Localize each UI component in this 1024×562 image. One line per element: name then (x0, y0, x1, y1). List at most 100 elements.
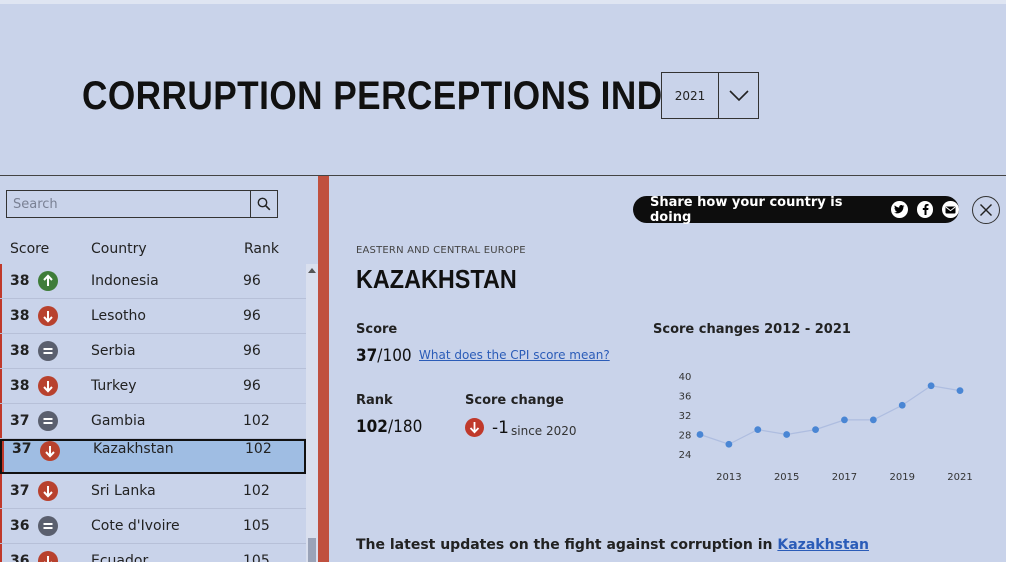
score-label: Score (356, 322, 398, 337)
table-row[interactable]: 38 Turkey 96 (0, 369, 306, 404)
share-label: Share how your country is doing (650, 194, 843, 225)
row-rank: 96 (243, 378, 261, 394)
latest-updates-text: The latest updates on the fight against … (356, 537, 869, 553)
row-score: 36 (10, 553, 30, 562)
data-point[interactable] (696, 431, 704, 438)
share-bar: Share how your country is doing (633, 194, 959, 225)
row-score: 38 (10, 343, 30, 359)
row-country: Serbia (91, 343, 136, 359)
scroll-up-arrow[interactable] (308, 268, 316, 273)
table-row[interactable]: 37 Kazakhstan 102 (0, 439, 306, 474)
country-list-panel: Score Country Rank 38 Indonesia 96 38 Lesoth… (0, 176, 318, 562)
country-title: KAZAKHSTAN (356, 264, 517, 294)
close-button[interactable] (972, 196, 1000, 224)
equal-icon (38, 516, 58, 536)
search-input[interactable] (7, 191, 250, 217)
year-select-value: 2021 (662, 73, 719, 118)
data-point[interactable] (927, 382, 935, 390)
cpi-score-info-link[interactable]: What does the CPI score mean? (419, 348, 610, 362)
close-icon (980, 204, 992, 216)
latest-updates-country-link[interactable]: Kazakhstan (777, 537, 869, 553)
search-icon (257, 197, 271, 211)
row-rank: 96 (243, 308, 261, 324)
row-country: Lesotho (91, 308, 146, 324)
x-tick-label: 2019 (889, 472, 914, 483)
rank-label: Rank (356, 393, 393, 408)
score-change-label: Score change (465, 393, 564, 408)
score-value: 37/100 (356, 346, 412, 366)
column-header-score[interactable]: Score (10, 241, 50, 257)
column-header-rank[interactable]: Rank (244, 241, 279, 257)
page-title: CORRUPTION PERCEPTIONS INDEX (82, 74, 711, 118)
email-icon[interactable] (942, 201, 959, 218)
latest-updates-label: The latest updates on the fight against … (356, 537, 778, 553)
arrow-down-icon (38, 376, 58, 396)
row-country: Turkey (91, 378, 137, 394)
arrow-down-icon (38, 306, 58, 326)
row-rank: 105 (243, 518, 270, 534)
row-score: 37 (10, 483, 30, 499)
row-country: Cote d'Ivoire (91, 518, 180, 534)
data-point[interactable] (783, 431, 791, 438)
twitter-icon[interactable] (891, 201, 908, 218)
country-table: 38 Indonesia 96 38 Lesotho 96 38 Serbia 96 38 Turk… (0, 264, 306, 562)
equal-icon (38, 341, 58, 361)
y-tick-label: 28 (679, 431, 692, 442)
row-rank: 105 (243, 553, 270, 562)
row-score: 36 (10, 518, 30, 534)
data-point[interactable] (956, 387, 964, 395)
row-country: Gambia (91, 413, 146, 429)
facebook-icon[interactable] (916, 201, 934, 218)
row-rank: 102 (243, 483, 270, 499)
row-country: Kazakhstan (93, 441, 174, 457)
data-point[interactable] (812, 426, 819, 434)
table-row[interactable]: 37 Gambia 102 (0, 404, 306, 439)
window-edge (1006, 0, 1024, 562)
data-point[interactable] (898, 401, 906, 409)
series-line (699, 385, 961, 445)
data-point[interactable] (754, 426, 762, 434)
row-rank: 96 (243, 343, 261, 359)
row-country: Sri Lanka (91, 483, 156, 499)
row-rank: 102 (243, 413, 270, 429)
header-divider (0, 175, 1006, 176)
score-number: 37 (356, 346, 378, 366)
header: CORRUPTION PERCEPTIONS INDEX 2021 (0, 4, 1006, 176)
accent-divider (318, 176, 329, 562)
score-max: /100 (377, 346, 412, 366)
scroll-thumb[interactable] (308, 538, 316, 562)
score-change-chart: 24 28 32 36 40 2013 2015 2017 2019 2021 (679, 372, 973, 483)
x-tick-label: 2013 (716, 472, 741, 483)
data-point[interactable] (725, 440, 733, 448)
score-change-value: -1 (492, 418, 509, 438)
chevron-down-icon[interactable] (719, 73, 758, 118)
y-tick-label: 32 (679, 411, 692, 422)
cpi-page: CORRUPTION PERCEPTIONS INDEX 2021 Score … (0, 4, 1006, 562)
table-row[interactable]: 38 Serbia 96 (0, 334, 306, 369)
table-row[interactable]: 38 Indonesia 96 (0, 264, 306, 299)
data-point[interactable] (841, 416, 848, 424)
list-scrollbar[interactable] (306, 264, 318, 562)
row-score: 38 (10, 308, 30, 324)
row-score: 38 (10, 378, 30, 394)
x-tick-label: 2015 (774, 472, 799, 483)
y-tick-label: 40 (679, 372, 692, 383)
y-tick-label: 36 (679, 392, 692, 403)
table-row[interactable]: 36 Cote d'Ivoire 105 (0, 509, 306, 544)
search-button[interactable] (250, 191, 277, 217)
data-point[interactable] (869, 416, 877, 424)
rank-number: 102 (356, 417, 388, 437)
table-row[interactable]: 38 Lesotho 96 (0, 299, 306, 334)
row-rank: 96 (243, 273, 261, 289)
region-label: EASTERN AND CENTRAL EUROPE (356, 245, 526, 256)
row-country: Indonesia (91, 273, 159, 289)
table-row[interactable]: 36 Ecuador 105 (0, 544, 306, 562)
score-change-since: since 2020 (511, 424, 577, 438)
rank-value: 102/180 (356, 417, 422, 437)
column-header-country[interactable]: Country (91, 241, 147, 257)
arrow-down-icon (40, 441, 60, 461)
year-select[interactable]: 2021 (661, 72, 759, 119)
arrow-down-icon (465, 418, 484, 437)
table-row[interactable]: 37 Sri Lanka 102 (0, 474, 306, 509)
country-detail-panel: Share how your country is doing EASTERN … (329, 176, 1006, 562)
